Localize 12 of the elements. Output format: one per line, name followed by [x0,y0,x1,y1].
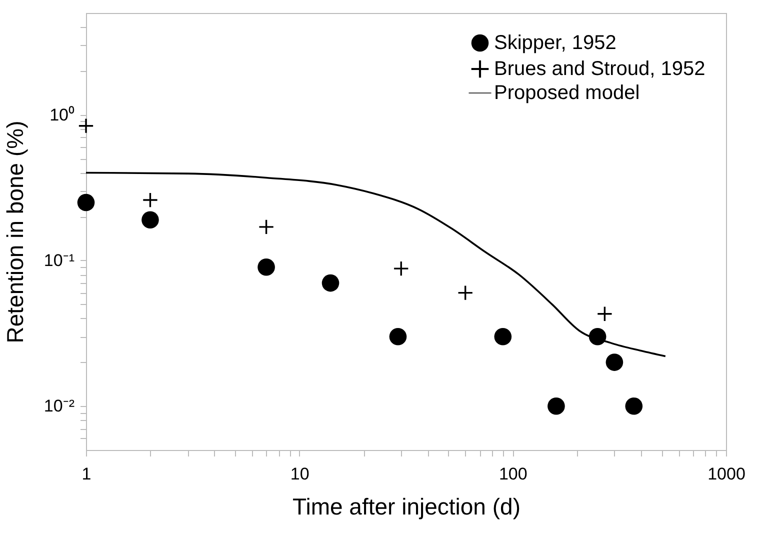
legend-label: Skipper, 1952 [494,32,616,54]
x-tick-label: 10 [290,464,310,484]
legend-label: Proposed model [494,82,640,104]
x-axis-title: Time after injection (d) [292,494,520,520]
x-tick-label: 1000 [708,464,746,484]
y-tick-label: 10⁻¹ [44,250,75,270]
y-tick-label: 10⁻² [44,396,75,416]
y-tick-label: 10⁰ [50,105,74,124]
legend-label: Brues and Stroud, 1952 [494,58,706,80]
x-tick-label: 1 [82,464,92,484]
x-tick-label: 100 [498,464,528,484]
y-axis-title: Retention in bone (%) [2,120,28,344]
